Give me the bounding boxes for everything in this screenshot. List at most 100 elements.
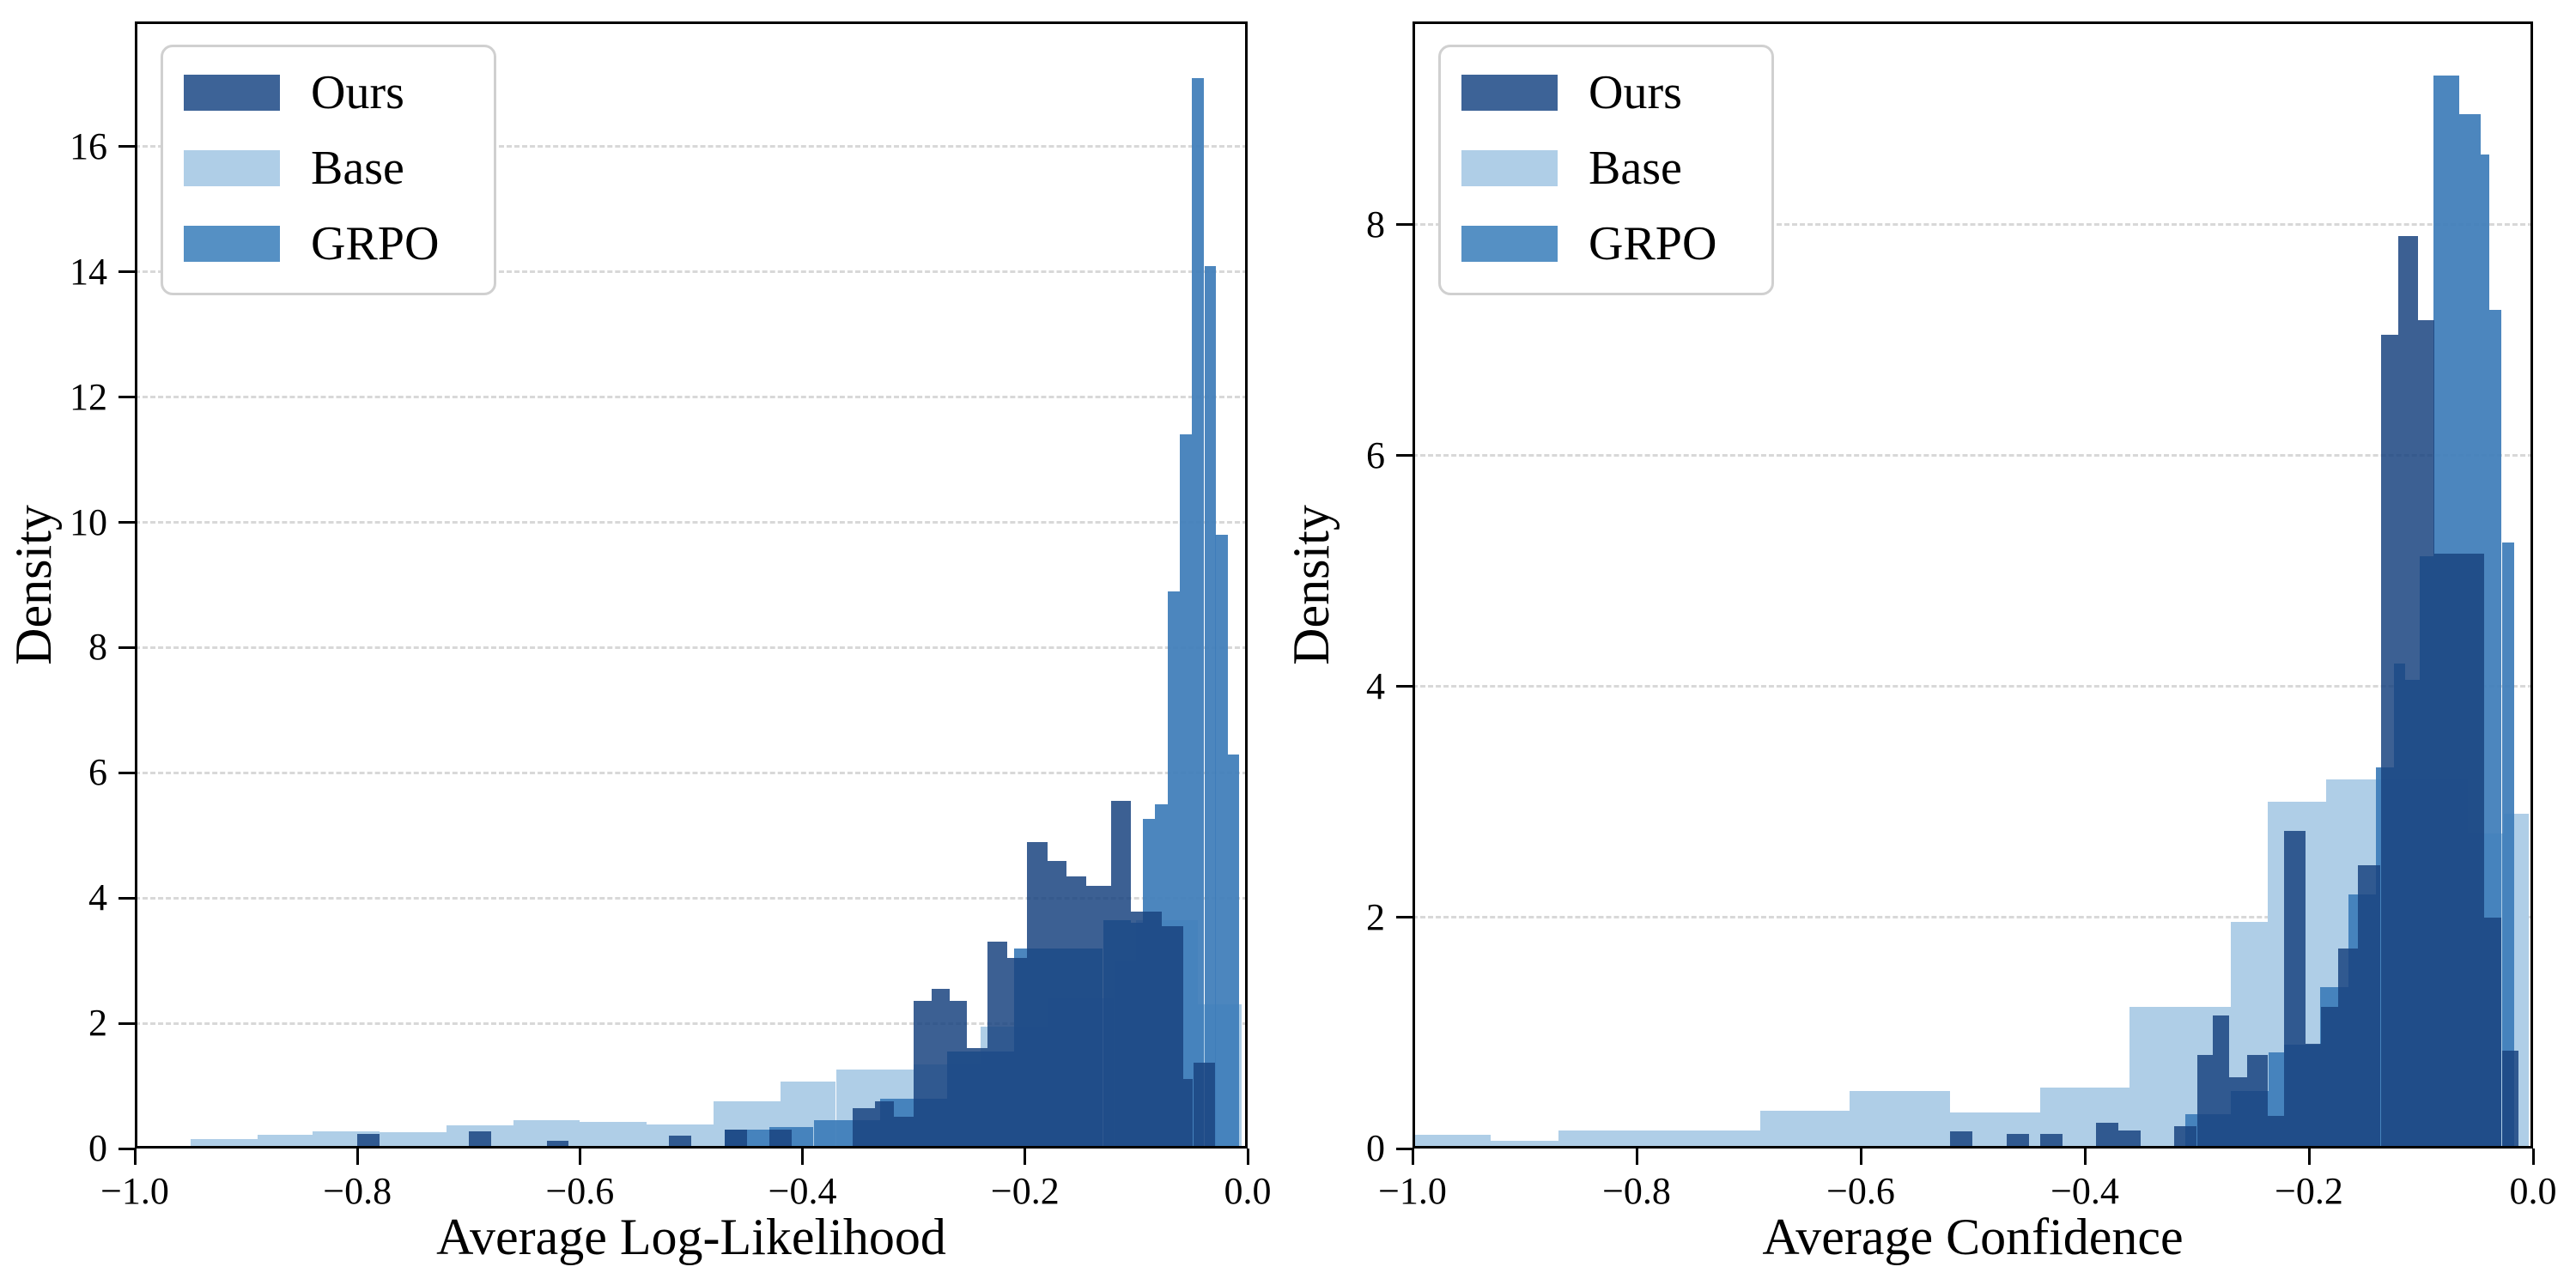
y-tick-label: 8 <box>1366 203 1385 245</box>
bar-ours <box>2229 1076 2248 1149</box>
bar-ours <box>769 1130 792 1149</box>
bar-ours <box>987 942 1007 1149</box>
bar-base <box>580 1122 647 1149</box>
bar-grpo <box>2480 154 2490 1149</box>
legend-swatch-base <box>184 150 280 186</box>
y-tick <box>1396 223 1413 227</box>
x-tick <box>2083 1149 2087 1165</box>
bar-ours <box>1130 912 1163 1149</box>
bar-ours <box>852 1108 875 1149</box>
bar-ours <box>2398 236 2418 1149</box>
bar-ours <box>2337 949 2359 1149</box>
y-tick <box>118 646 135 649</box>
bar-ours <box>2284 831 2306 1149</box>
bar-grpo <box>1192 77 1205 1149</box>
x-tick-label: 0.0 <box>1224 1170 1272 1212</box>
y-tick-label: 8 <box>88 626 107 669</box>
gridline <box>135 396 1248 399</box>
bar-base <box>1491 1140 1558 1149</box>
x-tick <box>801 1149 805 1165</box>
bar-ours <box>2358 865 2381 1149</box>
bar-ours <box>2118 1130 2142 1149</box>
x-tick <box>1024 1149 1027 1165</box>
bar-ours <box>2247 1055 2268 1149</box>
legend-item: Ours <box>1461 68 1716 118</box>
y-tick <box>118 1021 135 1025</box>
bar-ours <box>2434 554 2484 1149</box>
gridline <box>1413 916 2533 919</box>
gridline <box>135 145 1248 149</box>
bar-ours <box>1162 926 1183 1149</box>
bar-ours <box>724 1130 747 1149</box>
bar-ours <box>546 1141 569 1149</box>
gridline <box>135 646 1248 649</box>
bar-ours <box>874 1101 894 1149</box>
bar-ours <box>1950 1130 1973 1149</box>
bar-ours <box>2380 334 2399 1149</box>
x-tick <box>1411 1149 1414 1165</box>
bar-ours <box>2174 1126 2197 1149</box>
bar-ours <box>1086 885 1111 1149</box>
legend-label: Base <box>1589 142 1682 195</box>
y-tick <box>118 771 135 774</box>
legend-item: GRPO <box>184 219 439 269</box>
bar-ours <box>1066 876 1087 1149</box>
legend-swatch-ours <box>1461 75 1558 111</box>
bar-ours <box>1047 860 1066 1149</box>
y-tick <box>118 896 135 900</box>
gridline <box>135 896 1248 900</box>
legend-swatch-grpo <box>1461 226 1558 262</box>
bar-base <box>190 1139 258 1149</box>
legend-item: Ours <box>184 68 439 118</box>
legend-item: Base <box>1461 143 1716 193</box>
bar-ours <box>2196 1055 2213 1149</box>
gridline <box>1413 223 2533 227</box>
legend-label: Ours <box>1589 66 1682 119</box>
legend-swatch-base <box>1461 150 1558 186</box>
y-axis-label-wrap: Density <box>0 21 85 1149</box>
bar-ours <box>1110 801 1131 1149</box>
bar-ours <box>357 1134 380 1149</box>
gridline <box>135 270 1248 274</box>
y-tick-label: 0 <box>1366 1127 1385 1169</box>
y-axis-label: Density <box>1282 505 1340 665</box>
bar-ours <box>2306 1043 2322 1149</box>
bar-ours <box>967 1048 987 1149</box>
x-tick-label: −1.0 <box>1378 1170 1447 1212</box>
bar-ours <box>2501 1050 2519 1149</box>
bar-ours <box>2417 320 2435 1149</box>
y-tick <box>1396 454 1413 458</box>
y-tick-label: 4 <box>88 876 107 919</box>
legend-label: GRPO <box>311 217 440 270</box>
y-tick <box>118 1147 135 1150</box>
bar-ours <box>2483 917 2502 1149</box>
y-tick-label: 2 <box>88 1002 107 1045</box>
bar-ours <box>949 1000 968 1149</box>
y-tick <box>118 270 135 274</box>
x-tick-label: −0.6 <box>545 1170 615 1212</box>
x-tick-label: −0.8 <box>1602 1170 1671 1212</box>
bar-base <box>1850 1090 1951 1149</box>
y-tick <box>1396 916 1413 919</box>
x-tick <box>1859 1149 1862 1165</box>
y-tick-label: 2 <box>1366 895 1385 938</box>
bar-ours <box>914 1000 932 1149</box>
legend-label: GRPO <box>1589 217 1717 270</box>
x-tick <box>133 1149 137 1165</box>
y-tick-label: 10 <box>70 500 107 543</box>
x-tick <box>2531 1149 2535 1165</box>
y-tick <box>1396 1147 1413 1150</box>
y-tick-label: 0 <box>88 1127 107 1169</box>
y-tick <box>118 396 135 399</box>
legend-label: Base <box>311 142 404 195</box>
x-tick <box>578 1149 581 1165</box>
bar-ours <box>893 1116 914 1149</box>
bar-ours <box>468 1130 491 1149</box>
bar-base <box>1558 1130 1760 1149</box>
x-tick-label: −0.8 <box>323 1170 392 1212</box>
legend: Ours Base GRPO <box>1438 45 1775 295</box>
x-tick-label: −0.2 <box>2275 1170 2343 1212</box>
legend-label: Ours <box>311 66 404 119</box>
x-tick <box>1635 1149 1638 1165</box>
